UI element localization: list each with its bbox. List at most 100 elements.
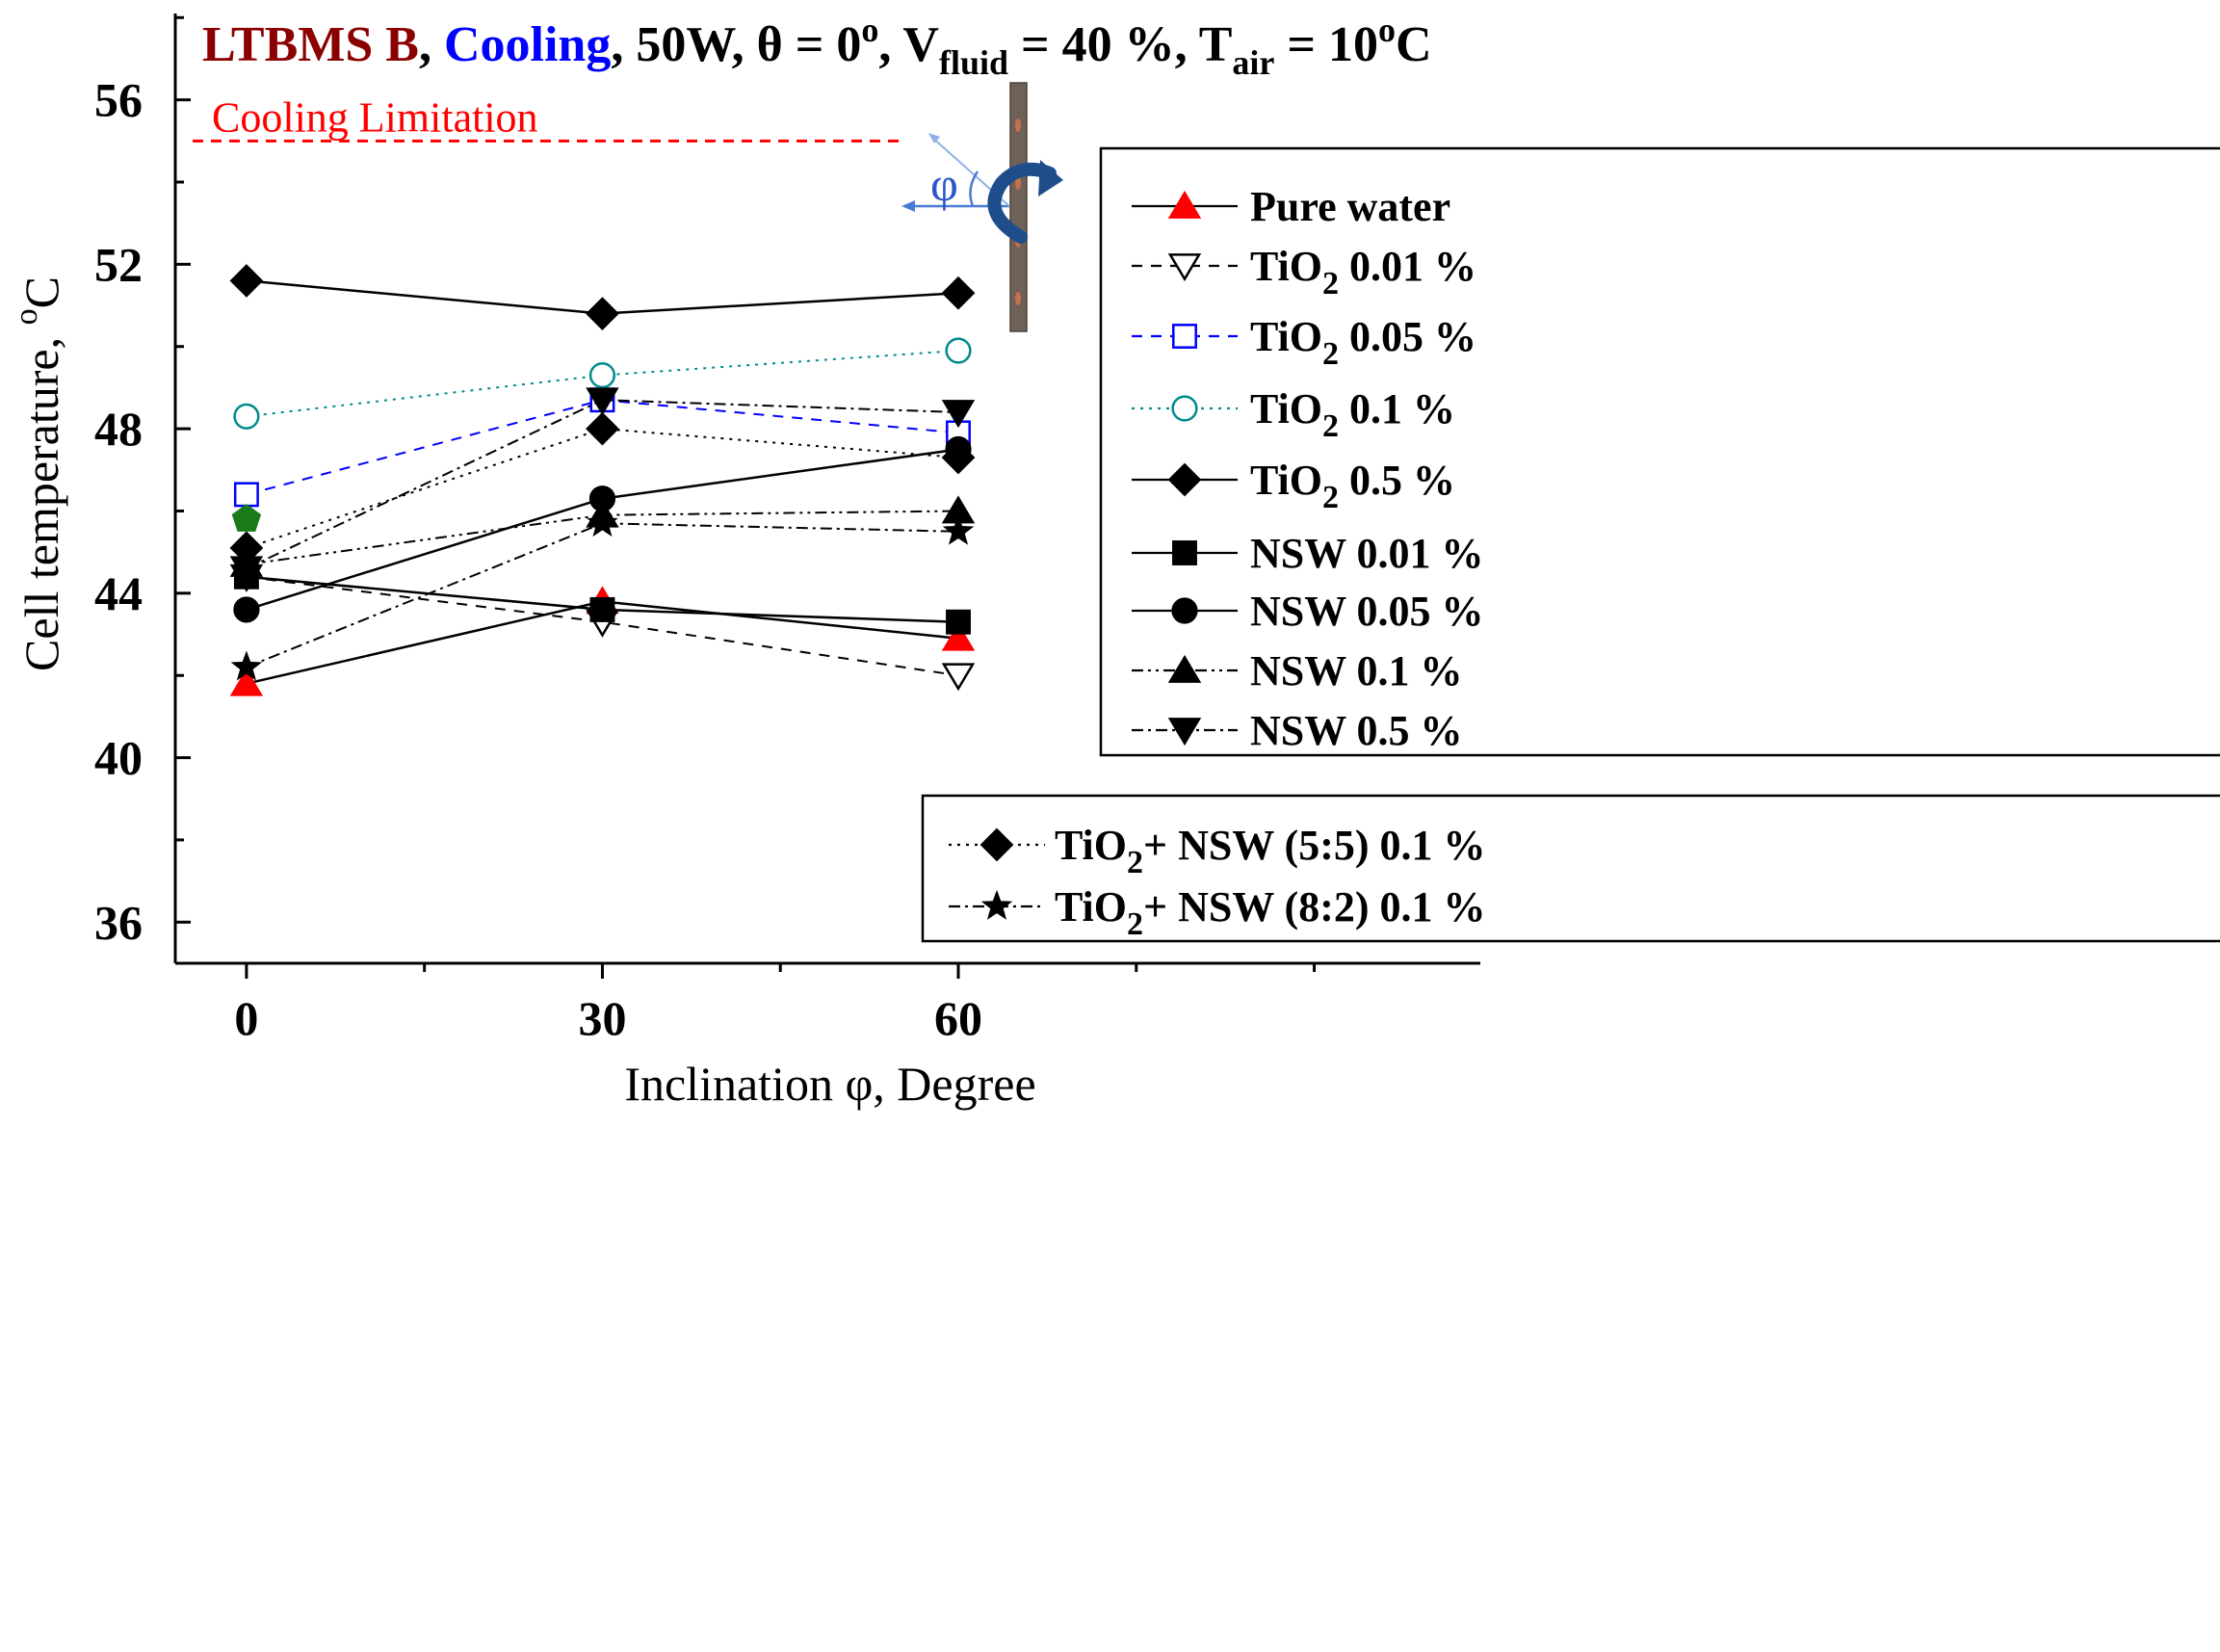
inset-cell-dot — [1015, 118, 1021, 132]
legend-item: NSW 0.05 % — [1132, 588, 1483, 635]
inset-phi-label: φ — [930, 157, 958, 211]
legend-label: NSW 0.1 % — [1250, 647, 1462, 695]
legend-label-sub: 2 — [1322, 480, 1339, 515]
inset-rotation-arrowhead — [1038, 160, 1063, 197]
title-ltbms: LTBMS B — [202, 17, 419, 72]
y-axis-label-degree: o — [9, 308, 44, 325]
series-line — [246, 575, 959, 677]
legend-label: TiO2 0.01 % — [1250, 243, 1476, 302]
legend-label-main: TiO — [1055, 883, 1127, 931]
legend-label-sub: 2 — [1322, 336, 1339, 372]
legend-item: Pure water — [1132, 183, 1450, 230]
title-v: , V — [878, 17, 939, 72]
legend-label-main: NSW 0.05 % — [1250, 588, 1483, 635]
inset-angle-arc — [969, 170, 979, 207]
legend-label-rest: 0.05 % — [1339, 313, 1476, 360]
cooling-limit-label: Cooling Limitation — [212, 93, 538, 141]
data-point — [941, 663, 976, 692]
x-tick-label: 60 — [934, 991, 982, 1045]
legend-item: TiO2+ NSW (8:2) 0.1 % — [949, 883, 1486, 942]
legend-frame — [921, 794, 2220, 943]
inset-arrowhead — [928, 133, 940, 144]
inclination-inset: φ — [901, 82, 1063, 332]
legend-label-main: NSW 0.01 % — [1250, 530, 1483, 577]
legend-marker — [980, 889, 1013, 920]
data-point — [586, 297, 619, 330]
legend-label: TiO2 0.5 % — [1250, 457, 1455, 515]
legend-label-rest: 0.5 % — [1339, 457, 1455, 504]
y-axis-label-text: Cell temperature, — [14, 325, 68, 671]
data-point — [588, 362, 616, 389]
data-point — [941, 275, 976, 310]
legend-label-main: NSW 0.5 % — [1250, 707, 1462, 754]
title-degree: o — [861, 11, 878, 49]
legend-item: NSW 0.1 % — [1132, 647, 1462, 695]
series-tio2-0-5- — [229, 264, 976, 330]
chart-title-group: LTBMS B, Cooling, 50W, θ = 0o, Vfluid = … — [202, 11, 1432, 82]
data-point — [941, 622, 976, 651]
inset-rotation-arrow — [987, 162, 1057, 244]
legend-label: Pure water — [1250, 183, 1450, 230]
legend-label-sub: 2 — [1322, 266, 1339, 302]
legend-label-main: NSW 0.1 % — [1250, 647, 1462, 695]
legend-item: TiO2 0.5 % — [1132, 457, 1455, 515]
legend-marker — [1167, 462, 1202, 497]
y-tick-label: 36 — [94, 895, 143, 949]
y-axis-label-unit: C — [14, 276, 68, 308]
legend-marker — [1171, 597, 1198, 624]
title-air-value: = 10 — [1274, 17, 1378, 72]
legend-label: TiO2+ NSW (8:2) 0.1 % — [1055, 883, 1486, 942]
data-point — [945, 337, 972, 364]
inset-cell-dot — [1015, 292, 1021, 305]
y-axis-label: Cell temperature, oC — [9, 276, 68, 671]
legend-label-sub: 2 — [1127, 845, 1143, 880]
legend-marker — [1172, 324, 1197, 349]
legend-marker — [1167, 190, 1202, 219]
chart-title: LTBMS B, Cooling, 50W, θ = 0o, Vfluid = … — [202, 11, 1432, 82]
legend-label-main: Pure water — [1250, 183, 1450, 230]
legend-label-rest: 0.01 % — [1339, 243, 1476, 290]
legend-marker — [1167, 654, 1202, 683]
data-point — [233, 596, 260, 623]
data-point — [941, 440, 976, 475]
series-tio2-nsw-8-2-0-1- — [230, 507, 975, 681]
legend-label-sub: 2 — [1322, 408, 1339, 444]
data-point — [586, 387, 619, 416]
series-tio2-nsw-5-5-0-1- — [229, 411, 976, 565]
y-tick-label: 44 — [94, 566, 143, 620]
x-axis-label: Inclination φ, Degree — [624, 1057, 1035, 1111]
series-tio2-0-01- — [229, 564, 976, 692]
legend-marker — [1167, 718, 1202, 747]
series-group — [229, 264, 976, 696]
data-point — [586, 411, 619, 446]
title-air-sub: air — [1232, 43, 1274, 82]
legend-label-main: TiO — [1250, 457, 1322, 504]
legend-item: TiO2 0.05 % — [1132, 313, 1476, 372]
legend-frame — [1099, 146, 2220, 757]
y-tick-label: 56 — [94, 73, 143, 127]
legend-label-rest: + NSW (5:5) 0.1 % — [1143, 822, 1485, 869]
legend-label: NSW 0.05 % — [1250, 588, 1483, 635]
legend-label-main: TiO — [1250, 243, 1322, 290]
data-point — [946, 609, 971, 635]
data-point — [587, 507, 618, 538]
legend-label-sub: 2 — [1127, 906, 1143, 942]
title-space — [431, 17, 444, 72]
title-celsius: C — [1396, 17, 1432, 72]
inset-plate — [1009, 82, 1028, 332]
x-tick-label: 30 — [578, 991, 626, 1045]
data-point — [229, 668, 264, 696]
legend-label-rest: 0.1 % — [1339, 385, 1455, 433]
legend-marker — [1167, 253, 1202, 282]
y-tick-label: 40 — [94, 731, 143, 785]
data-point — [229, 264, 264, 298]
legend-label-main: TiO — [1250, 385, 1322, 433]
data-point — [942, 514, 975, 545]
legend-label: NSW 0.5 % — [1250, 707, 1462, 754]
legend-secondary: TiO2+ NSW (5:5) 0.1 %TiO2+ NSW (8:2) 0.1… — [921, 794, 2220, 943]
legend-label: TiO2 0.1 % — [1250, 385, 1455, 444]
legend-item: NSW 0.01 % — [1132, 530, 1483, 577]
